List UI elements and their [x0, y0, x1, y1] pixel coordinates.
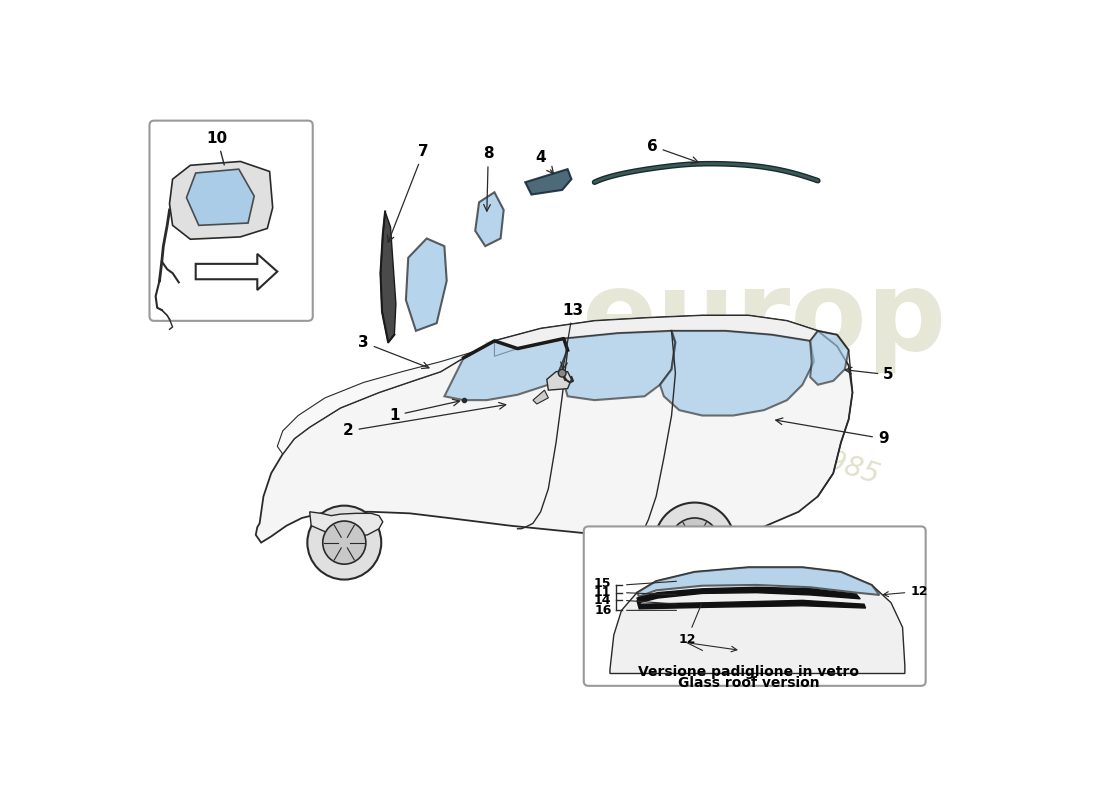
- Polygon shape: [560, 331, 675, 400]
- Circle shape: [654, 502, 735, 582]
- Polygon shape: [526, 169, 572, 194]
- Text: 13: 13: [561, 302, 584, 369]
- Text: 15: 15: [594, 577, 612, 590]
- Circle shape: [559, 370, 566, 377]
- Polygon shape: [534, 390, 548, 404]
- Text: 4: 4: [536, 150, 553, 174]
- Text: 5: 5: [845, 367, 894, 382]
- Text: 1: 1: [389, 399, 460, 423]
- Text: 11: 11: [594, 586, 612, 599]
- FancyBboxPatch shape: [584, 526, 926, 686]
- Text: Versione padiglione in vetro: Versione padiglione in vetro: [638, 665, 859, 679]
- Text: Glass roof version: Glass roof version: [678, 676, 820, 690]
- Polygon shape: [810, 331, 849, 385]
- Text: europ: europ: [581, 266, 947, 373]
- FancyBboxPatch shape: [150, 121, 312, 321]
- Polygon shape: [475, 192, 504, 246]
- Polygon shape: [381, 211, 396, 342]
- Text: 7: 7: [387, 144, 429, 242]
- Circle shape: [322, 521, 366, 564]
- Text: 12: 12: [883, 585, 927, 598]
- Circle shape: [670, 518, 719, 567]
- Text: 6: 6: [647, 138, 698, 163]
- Circle shape: [307, 506, 382, 579]
- Polygon shape: [660, 331, 814, 415]
- Text: 8: 8: [483, 146, 494, 211]
- Polygon shape: [637, 587, 860, 602]
- Text: 9: 9: [776, 418, 889, 446]
- Polygon shape: [196, 254, 277, 290]
- Polygon shape: [609, 567, 905, 674]
- Polygon shape: [277, 341, 495, 454]
- Text: 14: 14: [594, 594, 612, 607]
- Text: 16: 16: [594, 604, 612, 617]
- Text: a passion for parts since 1985: a passion for parts since 1985: [475, 334, 883, 490]
- Polygon shape: [255, 315, 853, 544]
- Text: 10: 10: [207, 131, 228, 165]
- Polygon shape: [637, 567, 880, 597]
- Polygon shape: [547, 372, 572, 390]
- Polygon shape: [444, 338, 568, 400]
- Polygon shape: [169, 162, 273, 239]
- Text: 3: 3: [359, 335, 429, 369]
- Polygon shape: [186, 169, 254, 226]
- Polygon shape: [495, 315, 818, 356]
- Polygon shape: [406, 238, 447, 331]
- Polygon shape: [637, 600, 866, 609]
- Text: 12: 12: [679, 605, 702, 646]
- Text: 2: 2: [343, 402, 506, 438]
- Polygon shape: [310, 512, 383, 537]
